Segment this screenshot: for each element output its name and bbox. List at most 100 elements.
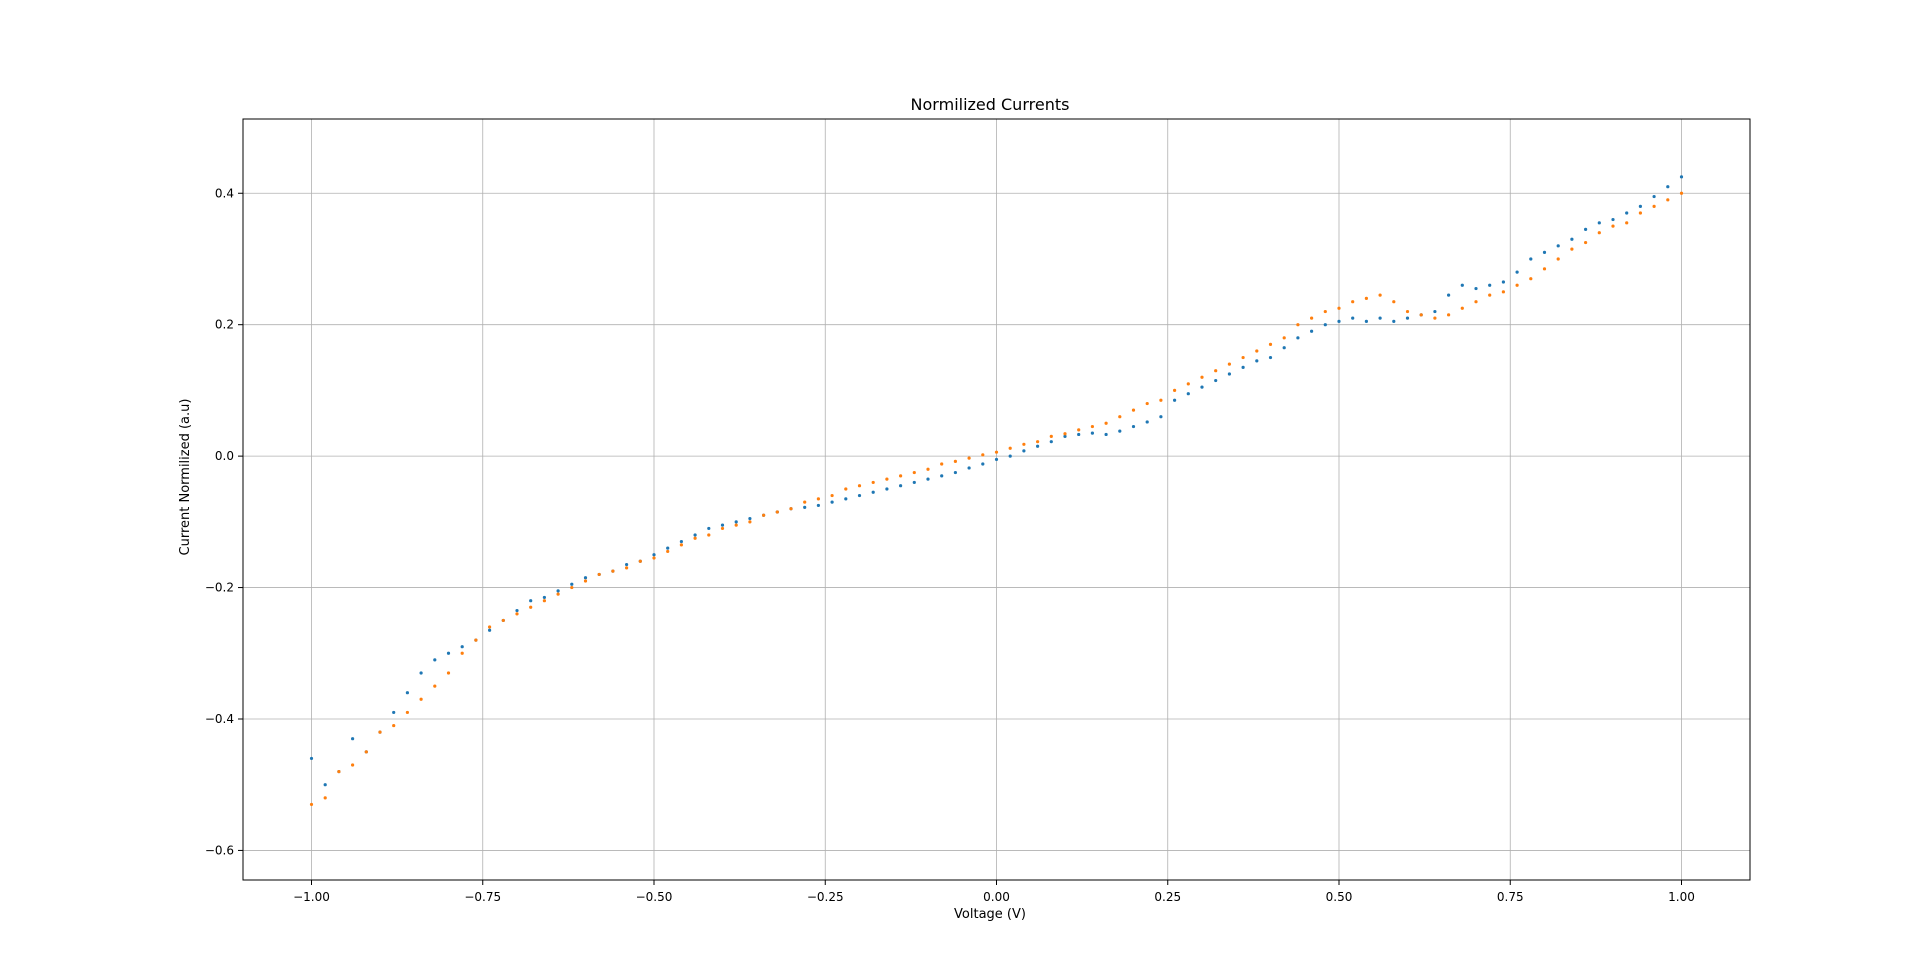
data-point — [981, 462, 985, 466]
data-point — [1049, 434, 1053, 439]
data-point — [625, 566, 629, 570]
data-point — [1104, 432, 1108, 437]
data-point — [1118, 415, 1122, 419]
data-point — [1501, 280, 1505, 284]
data-point — [1200, 385, 1204, 389]
data-point — [953, 459, 958, 463]
data-point — [926, 467, 930, 471]
data-point — [474, 638, 478, 642]
data-point — [364, 750, 368, 754]
data-point — [1597, 221, 1601, 225]
data-point — [1584, 227, 1588, 232]
data-point — [1022, 442, 1026, 446]
data-point — [707, 533, 711, 537]
data-point — [1173, 398, 1177, 402]
data-point — [1063, 434, 1067, 439]
data-point — [638, 559, 642, 563]
data-point — [1652, 204, 1656, 209]
x-tick-label: −0.75 — [464, 890, 501, 904]
data-point — [1104, 421, 1108, 425]
data-point — [1090, 431, 1094, 435]
data-point — [625, 562, 629, 567]
data-point — [309, 802, 314, 807]
data-point — [1611, 217, 1615, 222]
data-point — [1255, 359, 1259, 363]
y-tick-label: 0.2 — [215, 318, 234, 332]
data-point — [1241, 365, 1245, 370]
data-point — [871, 490, 875, 494]
data-point — [967, 456, 971, 460]
data-point — [1282, 336, 1286, 340]
data-point — [542, 595, 547, 600]
data-point — [1433, 316, 1437, 320]
data-point — [885, 477, 889, 481]
data-point — [460, 651, 464, 655]
data-point — [912, 470, 916, 475]
data-point — [734, 523, 738, 527]
data-point — [1529, 257, 1533, 261]
data-point — [666, 549, 670, 554]
data-point — [501, 618, 505, 623]
data-point — [926, 477, 930, 481]
data-point — [1173, 388, 1177, 393]
data-point — [775, 510, 779, 514]
data-point — [1460, 306, 1464, 310]
data-point — [1447, 293, 1451, 297]
data-point — [419, 697, 423, 701]
data-point — [556, 592, 560, 596]
data-point — [1227, 362, 1231, 366]
data-point — [940, 474, 944, 478]
data-point — [1214, 369, 1218, 373]
data-point — [597, 572, 601, 577]
data-point — [1351, 316, 1355, 320]
data-point — [762, 513, 766, 517]
data-point — [748, 516, 752, 521]
data-point — [337, 769, 341, 774]
data-point — [488, 625, 492, 629]
data-point — [1186, 392, 1190, 396]
data-point — [1392, 300, 1396, 304]
y-axis-ticks: −0.6 −0.4 −0.2 0.0 0.2 0.4 — [205, 186, 243, 857]
data-point — [1214, 378, 1218, 383]
x-tick-label: 0.25 — [1154, 890, 1181, 904]
data-point — [899, 474, 903, 478]
y-axis-label: Current Normilized (a.u) — [178, 399, 193, 556]
data-point — [1652, 194, 1656, 199]
data-point — [1323, 309, 1327, 314]
data-point — [1145, 420, 1149, 424]
data-point — [1584, 240, 1588, 245]
data-point — [1405, 316, 1410, 320]
data-point — [556, 589, 560, 593]
x-axis-ticks: −1.00 −0.75 −0.50 −0.25 0.00 0.25 0.50 0.75 1.00 — [293, 880, 1695, 904]
data-point — [666, 546, 670, 550]
data-point — [1488, 283, 1492, 287]
data-point — [720, 523, 725, 527]
data-point — [1310, 329, 1314, 333]
data-point — [1077, 432, 1081, 437]
data-point — [1090, 424, 1094, 429]
data-point — [967, 466, 971, 470]
data-point — [830, 500, 834, 504]
data-points — [309, 175, 1684, 807]
data-point — [940, 462, 944, 466]
data-point — [1364, 319, 1368, 324]
x-tick-label: −1.00 — [293, 890, 330, 904]
y-tick-label: −0.6 — [205, 843, 234, 857]
data-point — [1447, 313, 1451, 317]
y-tick-label: 0.4 — [215, 186, 234, 200]
data-point — [1200, 375, 1204, 379]
data-point — [529, 599, 533, 603]
data-point — [844, 487, 848, 491]
data-point — [981, 453, 985, 457]
data-point — [515, 612, 519, 616]
data-point — [748, 520, 752, 524]
data-point — [871, 480, 875, 485]
data-point — [1474, 300, 1478, 304]
data-point — [1145, 401, 1149, 406]
data-point — [693, 533, 697, 537]
data-point — [652, 556, 656, 560]
data-point — [392, 723, 396, 728]
data-point — [1268, 342, 1273, 347]
data-point — [912, 480, 916, 485]
